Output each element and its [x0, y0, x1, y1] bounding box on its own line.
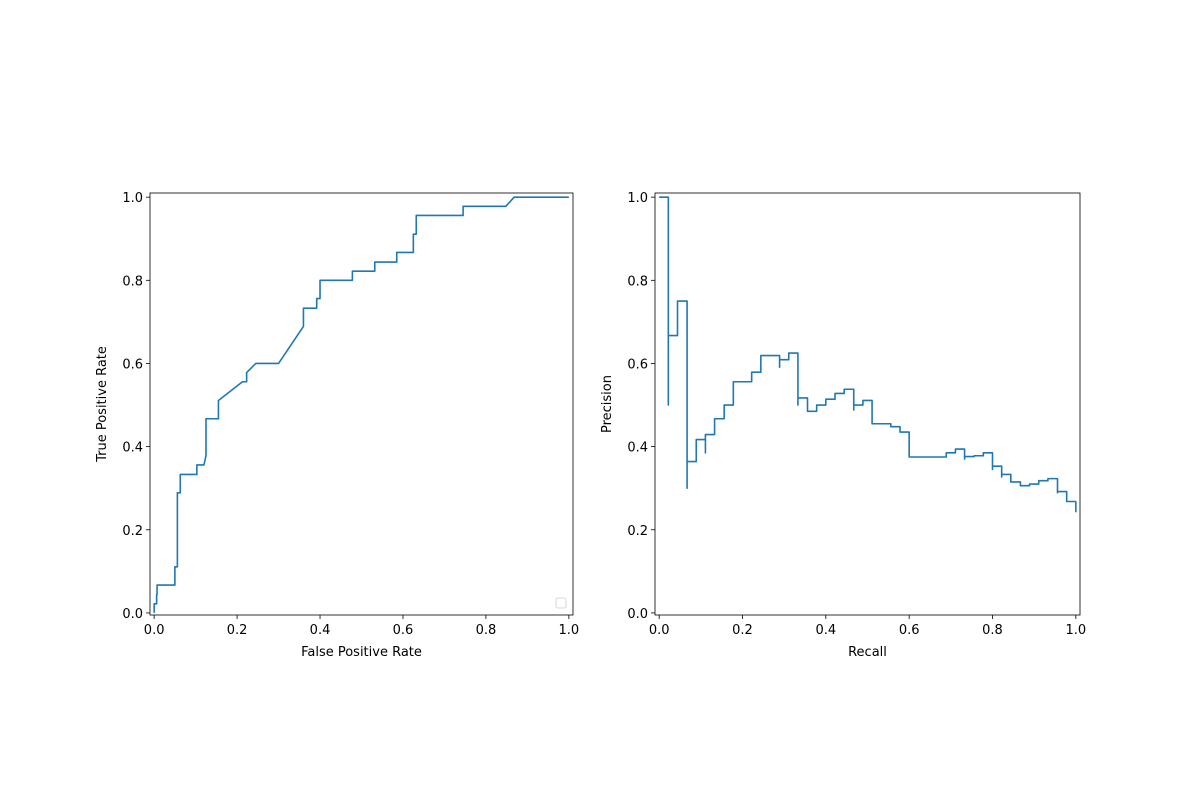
- roc-axes-frame: [149, 192, 574, 616]
- pr-ticks: 0.0 0.2 0.4 0.6 0.8 1.0 0.0 0.2 0.4 0.6 0.8 1.0: [627, 191, 1086, 638]
- roc-legend: [555, 597, 567, 609]
- roc-y-tick-label: 0.2: [122, 524, 143, 539]
- roc-y-tick-label: 0.6: [122, 357, 143, 372]
- pr-axes-frame: [654, 192, 1081, 616]
- roc-x-tick-label: 0.2: [227, 623, 248, 638]
- pr-y-tick-label: 1.0: [627, 191, 648, 206]
- roc-x-tick-label: 1.0: [559, 623, 580, 638]
- pr-curve: [659, 196, 1077, 513]
- roc-chart: 0.0 0.2 0.4 0.6 0.8 1.0 0.0 0.2 0.4 0.6 0.8 1.0 Fal…: [95, 191, 579, 660]
- roc-x-tick-label: 0.0: [144, 623, 165, 638]
- roc-ticks: 0.0 0.2 0.4 0.6 0.8 1.0 0.0 0.2 0.4 0.6 0.8 1.0: [122, 191, 579, 638]
- roc-x-tick-label: 0.6: [393, 623, 414, 638]
- roc-x-tick-label: 0.4: [310, 623, 331, 638]
- roc-x-axis-label: False Positive Rate: [301, 645, 422, 660]
- pr-x-tick-label: 1.0: [1065, 623, 1086, 638]
- roc-y-tick-label: 1.0: [122, 191, 143, 206]
- pr-y-tick-label: 0.2: [627, 524, 648, 539]
- pr-x-tick-label: 0.6: [899, 623, 920, 638]
- roc-x-tick-label: 0.8: [476, 623, 497, 638]
- pr-x-tick-label: 0.4: [815, 623, 836, 638]
- pr-y-tick-label: 0.4: [627, 441, 648, 456]
- precision-recall-chart: 0.0 0.2 0.4 0.6 0.8 1.0 0.0 0.2 0.4 0.6 0.8 1.0 Rec…: [600, 191, 1086, 660]
- roc-y-tick-label: 0.0: [122, 607, 143, 622]
- pr-x-axis-label: Recall: [848, 645, 887, 660]
- pr-y-tick-label: 0.6: [627, 357, 648, 372]
- roc-y-axis-label: True Positive Rate: [95, 346, 110, 463]
- pr-x-tick-label: 0.8: [982, 623, 1003, 638]
- pr-x-tick-label: 0.0: [649, 623, 670, 638]
- pr-y-tick-label: 0.0: [627, 607, 648, 622]
- pr-y-axis-label: Precision: [600, 375, 615, 433]
- roc-curve: [153, 196, 569, 613]
- roc-y-tick-label: 0.4: [122, 441, 143, 456]
- roc-y-tick-label: 0.8: [122, 274, 143, 289]
- pr-y-tick-label: 0.8: [627, 274, 648, 289]
- pr-x-tick-label: 0.2: [732, 623, 753, 638]
